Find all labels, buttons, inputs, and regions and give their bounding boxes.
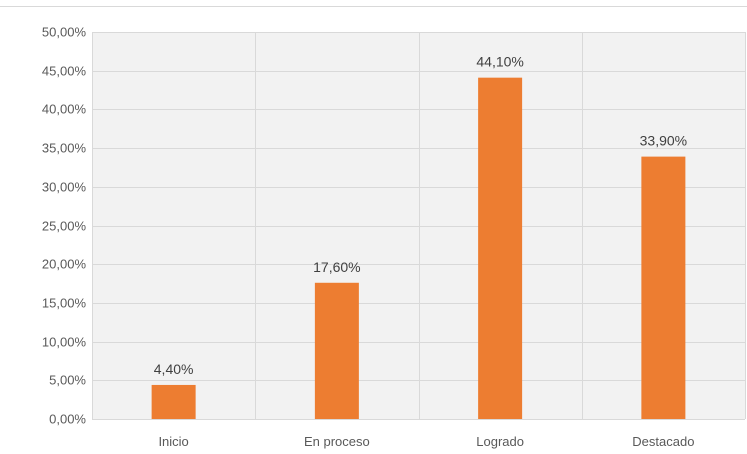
bar [641,156,686,419]
bar [478,77,523,419]
y-tick-label: 50,00% [42,25,87,40]
y-tick-label: 15,00% [42,296,87,311]
data-labels: 4,40% 17,60% 44,10% 33,90% [154,54,687,377]
bar [314,282,359,419]
plot-area [92,32,745,419]
bar-value-label: 44,10% [476,54,523,70]
x-axis-ticks: Inicio En proceso Logrado Destacado [158,434,694,449]
y-tick-label: 25,00% [42,219,87,234]
y-tick-label: 20,00% [42,257,87,272]
y-tick-label: 45,00% [42,64,87,79]
x-tick-label: Destacado [632,434,694,449]
y-tick-label: 0,00% [49,412,86,427]
gridlines [92,32,746,420]
y-axis-ticks: 0,00% 5,00% 10,00% 15,00% 20,00% 25,00% 30,00%… [42,25,87,427]
y-tick-label: 5,00% [49,373,86,388]
bar [151,384,196,419]
y-tick-label: 10,00% [42,335,87,350]
y-tick-label: 40,00% [42,102,87,117]
y-tick-label: 35,00% [42,141,87,156]
x-tick-label: En proceso [304,434,370,449]
y-tick-label: 30,00% [42,180,87,195]
x-tick-label: Logrado [476,434,524,449]
bar-value-label: 33,90% [640,133,687,149]
x-tick-label: Inicio [158,434,188,449]
bar-value-label: 17,60% [313,259,360,275]
bar-value-label: 4,40% [154,361,194,377]
bars [151,77,686,419]
